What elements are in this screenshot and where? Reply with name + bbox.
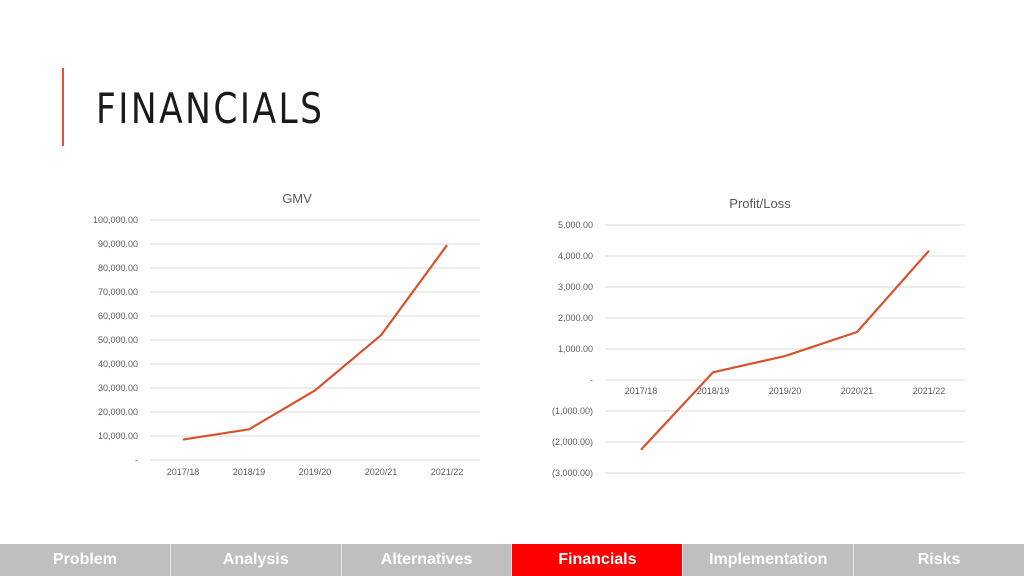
pl-ytick-label: 2,000.00: [558, 313, 593, 323]
nav-tab-analysis[interactable]: Analysis: [170, 544, 342, 576]
pl-chart-title: Profit/Loss: [729, 196, 791, 211]
gmv-xtick-label: 2019/20: [299, 467, 332, 477]
gmv-ytick-label: 70,000.00: [98, 287, 138, 297]
gmv-ytick-label: 80,000.00: [98, 263, 138, 273]
gmv-ytick-label: 20,000.00: [98, 407, 138, 417]
gmv-ytick-label: 100,000.00: [93, 215, 138, 225]
pl-ytick-label: -: [590, 375, 593, 385]
gmv-chart: GMV - 10,000.00 20,000.00 30,000.00 40,000.00…: [60, 185, 490, 485]
pl-ytick-label: (3,000.00): [552, 468, 593, 478]
pl-xtick-label: 2020/21: [841, 386, 874, 396]
gmv-ytick-label: 90,000.00: [98, 239, 138, 249]
nav-tab-implementation[interactable]: Implementation: [683, 544, 855, 576]
gmv-chart-title: GMV: [282, 191, 312, 206]
page-title: FINANCIALS: [96, 84, 325, 133]
section-nav: Problem Analysis Alternatives Financials…: [0, 544, 1024, 576]
gmv-ytick-label: 40,000.00: [98, 359, 138, 369]
gmv-ytick-label: 30,000.00: [98, 383, 138, 393]
pl-xtick-label: 2017/18: [625, 386, 658, 396]
pl-ytick-label: 4,000.00: [558, 251, 593, 261]
nav-tab-problem[interactable]: Problem: [0, 544, 171, 576]
pl-xtick-label: 2021/22: [913, 386, 946, 396]
nav-tab-risks[interactable]: Risks: [854, 544, 1024, 576]
title-accent-line: [62, 68, 64, 146]
pl-xtick-label: 2018/19: [697, 386, 730, 396]
gmv-ytick-label: 10,000.00: [98, 431, 138, 441]
gmv-xtick-label: 2020/21: [365, 467, 398, 477]
gmv-ytick-label: 60,000.00: [98, 311, 138, 321]
gmv-series-line: [182, 244, 448, 441]
pl-chart-svg: Profit/Loss (3,000.00) (2,000.00) (1,000.00…: [552, 196, 965, 478]
gmv-xtick-label: 2017/18: [167, 467, 200, 477]
nav-tab-financials[interactable]: Financials: [512, 544, 684, 576]
pl-ytick-label: 5,000.00: [558, 220, 593, 230]
gmv-ytick-label: -: [135, 455, 138, 465]
gmv-ytick-label: 50,000.00: [98, 335, 138, 345]
pl-ytick-label: (2,000.00): [552, 437, 593, 447]
pl-ytick-label: (1,000.00): [552, 406, 593, 416]
nav-tab-alternatives[interactable]: Alternatives: [341, 544, 513, 576]
pl-xtick-label: 2019/20: [769, 386, 802, 396]
gmv-chart-svg: GMV - 10,000.00 20,000.00 30,000.00 40,000.00…: [93, 191, 480, 477]
gmv-xtick-label: 2021/22: [431, 467, 464, 477]
profit-loss-chart: Profit/Loss (3,000.00) (2,000.00) (1,000.00…: [530, 190, 980, 490]
pl-ytick-label: 3,000.00: [558, 282, 593, 292]
pl-series-line: [640, 249, 930, 451]
gmv-xtick-label: 2018/19: [233, 467, 266, 477]
pl-ytick-label: 1,000.00: [558, 344, 593, 354]
